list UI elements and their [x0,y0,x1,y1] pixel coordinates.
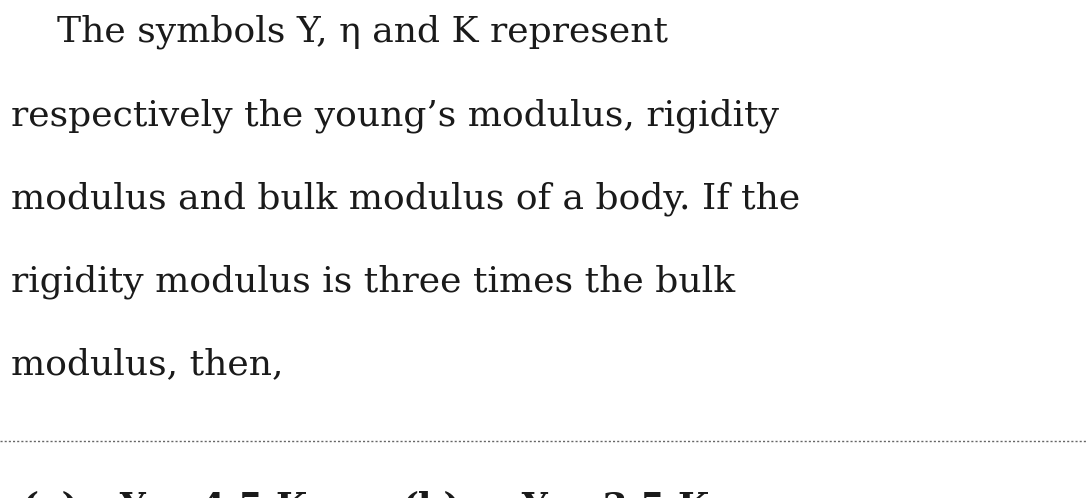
Text: modulus and bulk modulus of a body. If the: modulus and bulk modulus of a body. If t… [11,181,800,216]
Text: modulus, then,: modulus, then, [11,348,283,381]
Text: respectively the young’s modulus, rigidity: respectively the young’s modulus, rigidi… [11,98,779,132]
Text: (b): (b) [402,491,462,498]
Text: Y = 3.5 K: Y = 3.5 K [521,491,709,498]
Text: rigidity modulus is three times the bulk: rigidity modulus is three times the bulk [11,264,735,299]
Text: (a): (a) [22,491,79,498]
Text: The symbols Y, η and K represent: The symbols Y, η and K represent [11,15,668,49]
Text: Y = 4.5 K: Y = 4.5 K [119,491,307,498]
